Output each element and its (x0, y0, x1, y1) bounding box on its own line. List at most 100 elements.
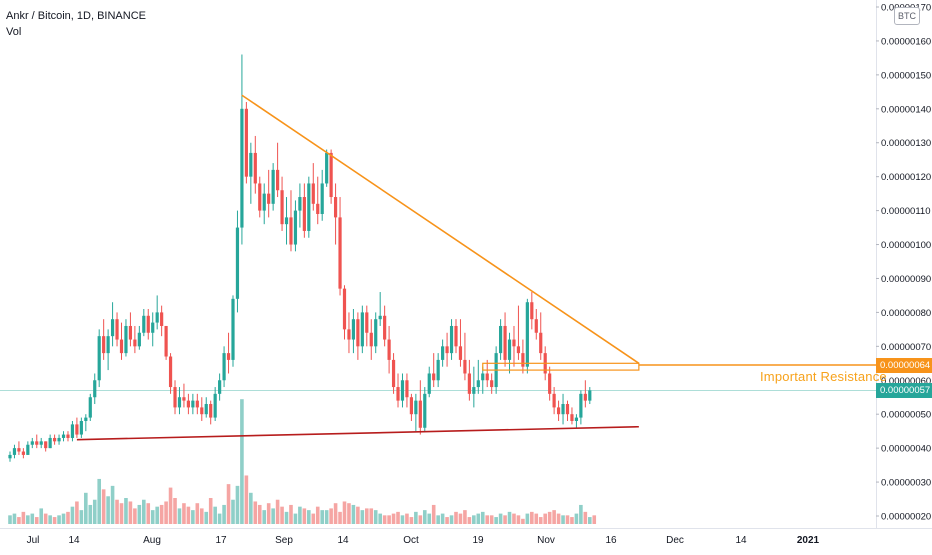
volume-bar (302, 508, 307, 524)
volume-bar (88, 504, 93, 524)
candle-body (499, 325, 503, 354)
candle-body (110, 319, 115, 337)
volume-bar (266, 503, 271, 524)
volume-bar (565, 515, 570, 524)
volume-bar (249, 492, 253, 524)
candle-body (516, 346, 521, 354)
candle-body (53, 437, 57, 442)
candle-body (102, 336, 106, 354)
volume-bar (226, 484, 231, 524)
candle-body (445, 346, 449, 354)
candle-body (21, 451, 25, 455)
candle-body (280, 190, 284, 225)
volume-bar (75, 501, 79, 524)
volume-bar (137, 504, 142, 524)
volume-bar (418, 515, 423, 524)
candle-body (146, 315, 150, 333)
candle-body (534, 319, 538, 333)
candle-body (39, 441, 43, 445)
y-tick-label: 0.00000070 (881, 342, 931, 353)
x-tick-label: 16 (605, 535, 617, 546)
volume-bar (449, 515, 454, 524)
volume-bar (579, 504, 583, 524)
volume-bar (333, 503, 338, 524)
candle-body (168, 356, 173, 388)
candle-body (240, 108, 244, 228)
volume-bar (351, 504, 356, 524)
candle-body (17, 448, 21, 452)
volume-bar (547, 511, 552, 524)
candle-body (226, 353, 231, 360)
x-tick-label: Nov (537, 535, 555, 546)
candle-body (253, 152, 257, 184)
volume-bar (257, 504, 262, 524)
candle-body (164, 325, 168, 357)
candle-body (374, 319, 378, 347)
candle-body (204, 404, 208, 415)
volume-bar (396, 511, 400, 524)
candle-body (191, 400, 195, 408)
candle-body (472, 387, 476, 394)
volume-bar (208, 498, 213, 524)
y-tick-label: 0.00000140 (881, 104, 931, 115)
candle-body (463, 359, 467, 374)
volume-bar (382, 515, 387, 524)
volume-bar (92, 499, 97, 524)
candle-body (574, 417, 579, 421)
volume-bar (360, 510, 365, 524)
volume-bar (574, 513, 579, 524)
volume-bar (231, 499, 235, 524)
volume-bar (66, 511, 70, 524)
candle-body (30, 441, 34, 445)
volume-bar (409, 517, 414, 524)
volume-bar (173, 498, 177, 524)
volume-bar (436, 515, 440, 524)
volume-bar (365, 508, 369, 524)
candle-body (70, 424, 75, 438)
candle-body (391, 359, 396, 388)
volume-bar (311, 513, 316, 524)
volume-bar (503, 515, 507, 524)
x-tick-label: Sep (275, 535, 293, 546)
volume-bar (454, 511, 458, 524)
x-tick-label: Aug (143, 535, 161, 546)
x-tick-label: 2021 (797, 535, 820, 546)
candle-body (258, 183, 262, 211)
y-tick-label: 0.00000080 (881, 308, 931, 319)
candle-body (485, 373, 489, 381)
candle-body (556, 407, 561, 415)
candle-body (441, 346, 445, 360)
volume-bar (588, 517, 592, 524)
candle-body (351, 319, 356, 340)
volume-bar (552, 510, 556, 524)
volume-bar (204, 511, 209, 524)
candle-body (160, 312, 164, 326)
volume-bar (494, 517, 498, 524)
volume-bar (485, 515, 490, 524)
candle-body (142, 315, 146, 333)
volume-bar (275, 499, 280, 524)
volume-bar (516, 515, 521, 524)
volume-bar (21, 511, 26, 524)
volume-bar (498, 513, 503, 524)
candle-body (409, 397, 413, 415)
candle-body (271, 169, 275, 204)
volume-bar (43, 513, 48, 524)
candle-body (284, 217, 289, 225)
resistance-zone-box (482, 362, 640, 371)
candle-body (249, 152, 253, 177)
important-resistance-annotation: Important Resistance (760, 369, 887, 384)
candle-body (476, 380, 480, 388)
candle-body (316, 203, 320, 214)
currency-badge[interactable]: BTC (894, 7, 920, 25)
volume-bar (507, 511, 512, 524)
volume-bar (155, 506, 159, 524)
support-trendline (76, 425, 639, 441)
volume-bar (284, 511, 289, 524)
candle-body (400, 380, 405, 401)
candle-body (530, 302, 534, 320)
volume-bar (146, 503, 151, 524)
candle-body (369, 332, 373, 347)
candle-body (151, 322, 155, 333)
